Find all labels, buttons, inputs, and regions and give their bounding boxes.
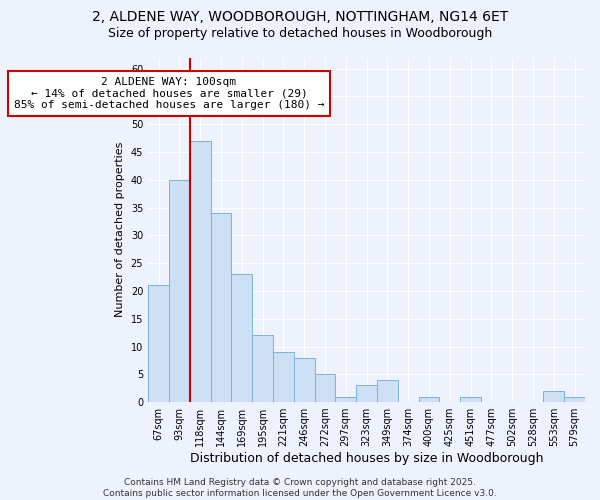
Bar — [169, 180, 190, 402]
Bar — [273, 352, 294, 402]
Y-axis label: Number of detached properties: Number of detached properties — [115, 142, 125, 318]
Bar — [356, 386, 377, 402]
Bar — [314, 374, 335, 402]
Text: 2, ALDENE WAY, WOODBOROUGH, NOTTINGHAM, NG14 6ET: 2, ALDENE WAY, WOODBOROUGH, NOTTINGHAM, … — [92, 10, 508, 24]
Bar — [232, 274, 252, 402]
Bar — [460, 396, 481, 402]
Bar — [335, 396, 356, 402]
Bar — [377, 380, 398, 402]
Bar — [252, 336, 273, 402]
Bar — [544, 391, 564, 402]
Text: 2 ALDENE WAY: 100sqm
← 14% of detached houses are smaller (29)
85% of semi-detac: 2 ALDENE WAY: 100sqm ← 14% of detached h… — [14, 77, 324, 110]
Bar — [564, 396, 585, 402]
Text: Size of property relative to detached houses in Woodborough: Size of property relative to detached ho… — [108, 28, 492, 40]
Bar — [211, 213, 232, 402]
Bar — [148, 286, 169, 402]
Bar — [419, 396, 439, 402]
Bar — [190, 141, 211, 402]
Bar — [294, 358, 314, 402]
Text: Contains HM Land Registry data © Crown copyright and database right 2025.
Contai: Contains HM Land Registry data © Crown c… — [103, 478, 497, 498]
X-axis label: Distribution of detached houses by size in Woodborough: Distribution of detached houses by size … — [190, 452, 544, 465]
